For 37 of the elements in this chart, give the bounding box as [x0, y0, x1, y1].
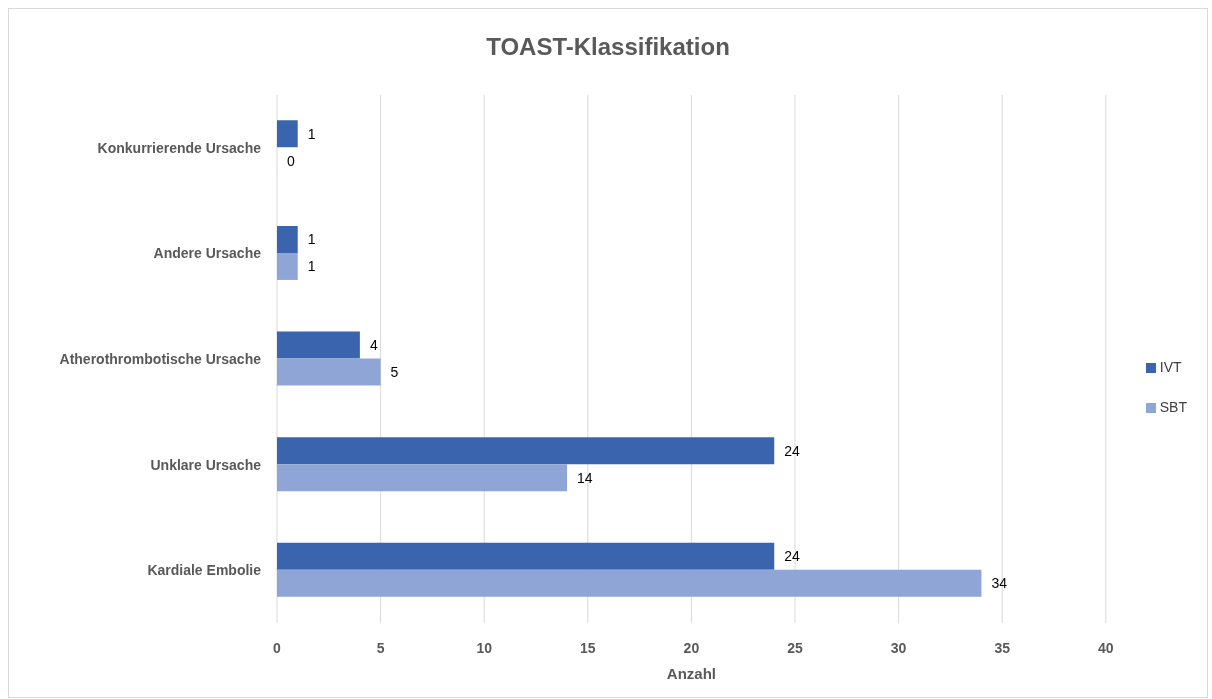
bar — [277, 542, 775, 570]
x-axis-title: Anzahl — [666, 665, 716, 682]
data-label: 5 — [390, 363, 399, 380]
data-label: 1 — [307, 125, 316, 142]
bar — [277, 437, 775, 465]
x-tick-label: 40 — [1097, 639, 1114, 656]
x-tick-label: 25 — [787, 639, 803, 656]
bar — [277, 569, 982, 597]
data-label: 34 — [991, 575, 1008, 592]
data-label: 4 — [369, 336, 378, 353]
bar — [277, 358, 381, 386]
bar — [277, 120, 298, 148]
data-label: 24 — [784, 442, 801, 459]
data-label: 1 — [307, 258, 316, 275]
data-label: 0 — [287, 152, 296, 169]
x-tick-label: 30 — [890, 639, 907, 656]
data-label: 1 — [307, 231, 316, 248]
data-label: 24 — [784, 548, 801, 565]
y-tick-label: Andere Ursache — [153, 245, 262, 262]
chart-title: TOAST-Klassifikation — [485, 33, 731, 61]
y-tick-label: Unklare Ursache — [150, 456, 262, 473]
bar — [277, 464, 568, 492]
x-tick-label: 0 — [273, 639, 282, 656]
x-tick-label: 20 — [683, 639, 700, 656]
x-tick-label: 35 — [994, 639, 1011, 656]
x-tick-label: 15 — [580, 639, 596, 656]
data-label: 14 — [577, 469, 593, 486]
y-tick-label: Kardiale Embolie — [147, 562, 262, 579]
bar — [277, 331, 360, 359]
y-tick-label: Konkurrierende Ursache — [97, 139, 262, 156]
bar — [277, 252, 298, 280]
x-tick-label: 5 — [376, 639, 385, 656]
legend-label: SBT — [1159, 399, 1187, 415]
y-tick-label: Atherothrombotische Ursache — [59, 350, 262, 367]
x-tick-label: 10 — [476, 639, 493, 656]
bar — [277, 225, 298, 253]
legend-label: IVT — [1159, 359, 1182, 375]
